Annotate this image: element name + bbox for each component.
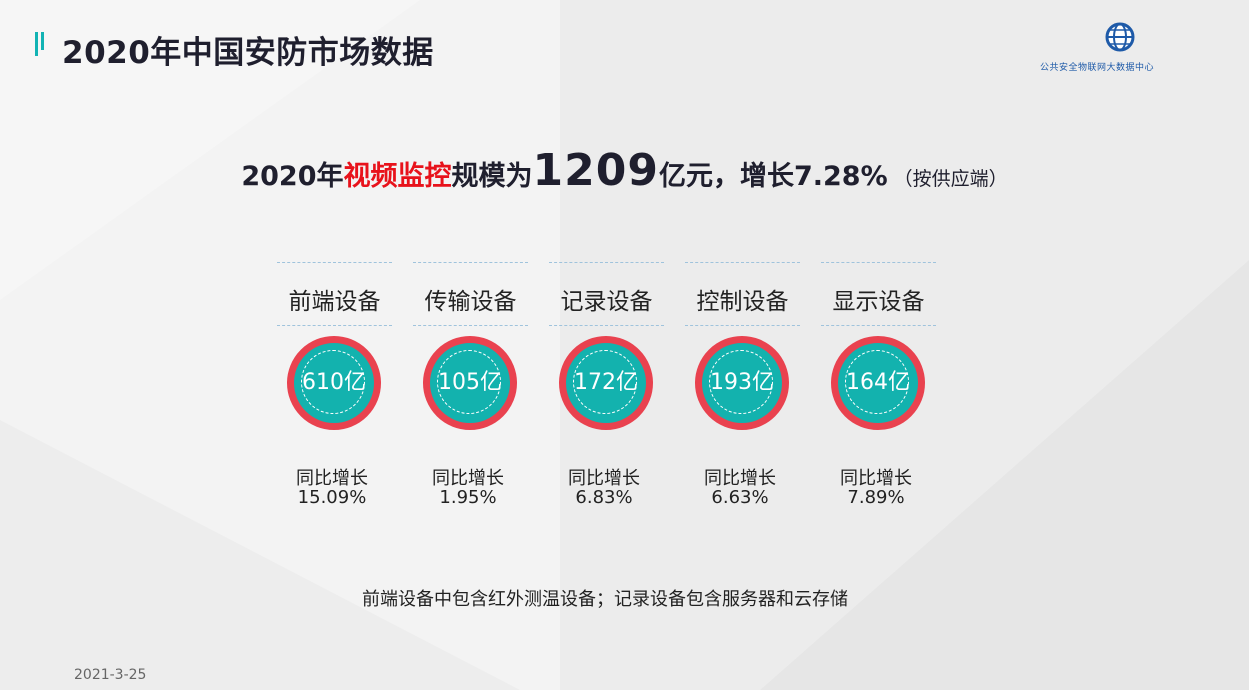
value-circle: 193亿 (695, 336, 789, 430)
value-circle: 610亿 (287, 336, 381, 430)
category-name: 记录设备 (560, 289, 653, 315)
category-value: 164亿 (846, 370, 910, 395)
category-control: 控制设备 193亿 同比增长 6.63% (685, 262, 800, 532)
footnote: 前端设备中包含红外测温设备；记录设备包含服务器和云存储 (362, 589, 848, 610)
globe-icon (1105, 22, 1135, 52)
growth-label: 同比增长 (296, 468, 368, 489)
growth-value: 6.83% (575, 487, 633, 508)
headline-part1: 2020年 (241, 161, 344, 192)
growth-value: 7.89% (847, 487, 905, 508)
category-name: 控制设备 (696, 289, 789, 315)
seiot-logo: 公共安全物联网大数据中心 (1032, 16, 1172, 74)
growth-value: 1.95% (439, 487, 497, 508)
category-name: 显示设备 (832, 289, 925, 315)
category-value: 172亿 (574, 370, 638, 395)
growth-value: 15.09% (297, 487, 367, 508)
category-name: 前端设备 (288, 289, 381, 315)
category-name: 传输设备 (424, 289, 517, 315)
growth-label: 同比增长 (704, 468, 776, 489)
category-list: 前端设备 610亿 同比增长 15.09% 传输设备 105亿 同比增长 1.9… (277, 262, 937, 532)
growth-label: 同比增长 (432, 468, 504, 489)
headline-part2: 规模为 (451, 161, 533, 192)
title-accent-mark (35, 32, 47, 56)
page-title: 2020年中国安防市场数据 (62, 35, 434, 71)
category-label-box: 显示设备 (821, 262, 936, 326)
value-circle: 164亿 (831, 336, 925, 430)
value-circle: 172亿 (559, 336, 653, 430)
headline-part3: 亿元，增长7.28% (658, 161, 888, 192)
category-value: 610亿 (302, 370, 366, 395)
value-circle: 105亿 (423, 336, 517, 430)
category-value: 105亿 (438, 370, 502, 395)
headline: 2020年 视频监控 规模为 1209 亿元，增长7.28% （按供应端） (0, 145, 1249, 196)
growth-label: 同比增长 (840, 468, 912, 489)
category-label-box: 前端设备 (277, 262, 392, 326)
growth-value: 6.63% (711, 487, 769, 508)
category-label-box: 传输设备 (413, 262, 528, 326)
slide-date: 2021-3-25 (74, 667, 147, 683)
growth-label: 同比增长 (568, 468, 640, 489)
category-transmission: 传输设备 105亿 同比增长 1.95% (413, 262, 528, 532)
logo-subtitle: 公共安全物联网大数据中心 (1040, 63, 1155, 73)
category-recording: 记录设备 172亿 同比增长 6.83% (549, 262, 664, 532)
headline-amount: 1209 (532, 145, 659, 196)
category-label-box: 控制设备 (685, 262, 800, 326)
category-value: 193亿 (710, 370, 774, 395)
category-label-box: 记录设备 (549, 262, 664, 326)
category-display: 显示设备 164亿 同比增长 7.89% (821, 262, 936, 532)
headline-note: （按供应端） (893, 168, 1008, 190)
category-front-end: 前端设备 610亿 同比增长 15.09% (277, 262, 392, 532)
headline-highlight: 视频监控 (343, 161, 452, 192)
